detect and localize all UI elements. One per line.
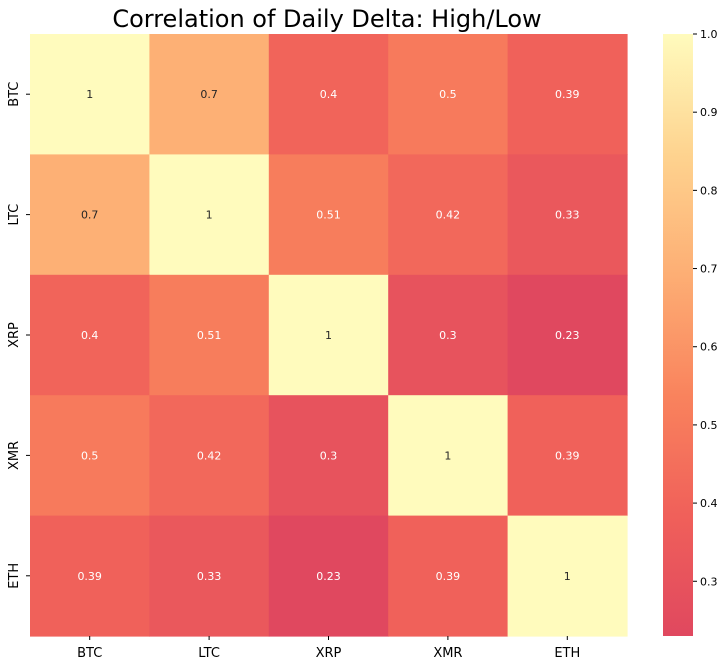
colorbar-tick-label: 0.4 xyxy=(700,497,718,510)
cell-value-label: 0.4 xyxy=(320,88,338,101)
heatmap-cell xyxy=(507,34,628,155)
cell-value-label: 0.51 xyxy=(197,329,222,342)
heatmap-cell xyxy=(268,34,389,155)
cell-value-label: 1 xyxy=(564,570,571,583)
chart-title: Correlation of Daily Delta: High/Low xyxy=(112,5,541,33)
colorbar-tick-label: 0.3 xyxy=(700,575,718,588)
x-tick-label: ETH xyxy=(554,646,580,661)
cell-value-label: 0.5 xyxy=(81,449,99,462)
heatmap-cell xyxy=(149,515,270,637)
heatmap-cell xyxy=(149,34,270,155)
x-tick-label: XRP xyxy=(316,646,342,661)
heatmap-cell xyxy=(30,395,150,517)
y-tick-label: XRP xyxy=(7,322,22,348)
heatmap-cell xyxy=(507,515,628,637)
cell-value-label: 0.33 xyxy=(197,570,222,583)
cell-value-label: 1 xyxy=(206,209,213,222)
cell-value-label: 1 xyxy=(444,449,451,462)
cell-value-label: 0.39 xyxy=(436,570,461,583)
cell-value-label: 0.51 xyxy=(316,209,341,222)
cell-value-label: 0.33 xyxy=(555,209,580,222)
cell-value-label: 0.23 xyxy=(555,329,580,342)
heatmap-cell xyxy=(149,274,270,396)
heatmap-cell xyxy=(149,154,270,276)
y-tick-label: XMR xyxy=(7,441,22,470)
cell-value-label: 0.23 xyxy=(316,570,341,583)
heatmap-cell xyxy=(388,34,509,155)
colorbar-tick-label: 0.9 xyxy=(700,106,718,119)
cell-value-label: 0.5 xyxy=(439,88,457,101)
colorbar: 0.3 0.4 0.5 0.6 0.7 0.8 0.9 1.0 xyxy=(663,28,718,636)
cell-value-label: 0.39 xyxy=(555,88,580,101)
y-axis-ticks: BTC LTC XRP XMR ETH xyxy=(7,82,30,589)
heatmap-cell xyxy=(268,274,389,396)
heatmap-cell xyxy=(388,274,509,396)
y-tick-label: ETH xyxy=(7,563,22,589)
colorbar-tick-label: 0.6 xyxy=(700,341,718,354)
cell-value-label: 1 xyxy=(86,88,93,101)
cell-value-label: 0.42 xyxy=(436,209,461,222)
heatmap-cell xyxy=(268,154,389,276)
cell-value-label: 0.3 xyxy=(320,449,338,462)
y-tick-label: BTC xyxy=(7,82,22,107)
heatmap-cell xyxy=(30,515,150,637)
cell-value-label: 0.7 xyxy=(200,88,218,101)
cell-value-label: 0.42 xyxy=(197,449,222,462)
cell-value-label: 0.39 xyxy=(77,570,102,583)
colorbar-tick-label: 0.5 xyxy=(700,419,718,432)
x-tick-label: XMR xyxy=(433,646,462,661)
heatmap-cell xyxy=(507,274,628,396)
heatmap-cell xyxy=(30,274,150,396)
cell-value-label: 0.4 xyxy=(81,329,99,342)
colorbar-tick-label: 0.7 xyxy=(700,263,718,276)
heatmap-cell xyxy=(268,395,389,517)
heatmap-cells: 1 0.7 0.4 0.5 0.390.7 1 0.51 0.42 0.330.4 0.51 1 0.… xyxy=(30,34,628,637)
cell-value-label: 1 xyxy=(325,329,332,342)
heatmap-cell xyxy=(388,154,509,276)
heatmap-cell xyxy=(388,515,509,637)
colorbar-tick-label: 0.8 xyxy=(700,184,718,197)
heatmap-cell xyxy=(507,154,628,276)
heatmap-cell xyxy=(149,395,270,517)
heatmap-cell xyxy=(30,154,150,276)
x-tick-label: BTC xyxy=(77,646,102,661)
colorbar-tick-label: 1.0 xyxy=(700,28,718,41)
heatmap-cell xyxy=(30,34,150,155)
x-tick-label: LTC xyxy=(198,646,220,661)
heatmap-cell xyxy=(507,395,628,517)
y-tick-label: LTC xyxy=(7,204,22,226)
cell-value-label: 0.3 xyxy=(439,329,457,342)
colorbar-gradient xyxy=(663,34,693,636)
x-axis-ticks: BTC LTC XRP XMR ETH xyxy=(77,636,580,661)
cell-value-label: 0.7 xyxy=(81,209,99,222)
cell-value-label: 0.39 xyxy=(555,449,580,462)
heatmap-cell xyxy=(268,515,389,637)
heatmap-cell xyxy=(388,395,509,517)
